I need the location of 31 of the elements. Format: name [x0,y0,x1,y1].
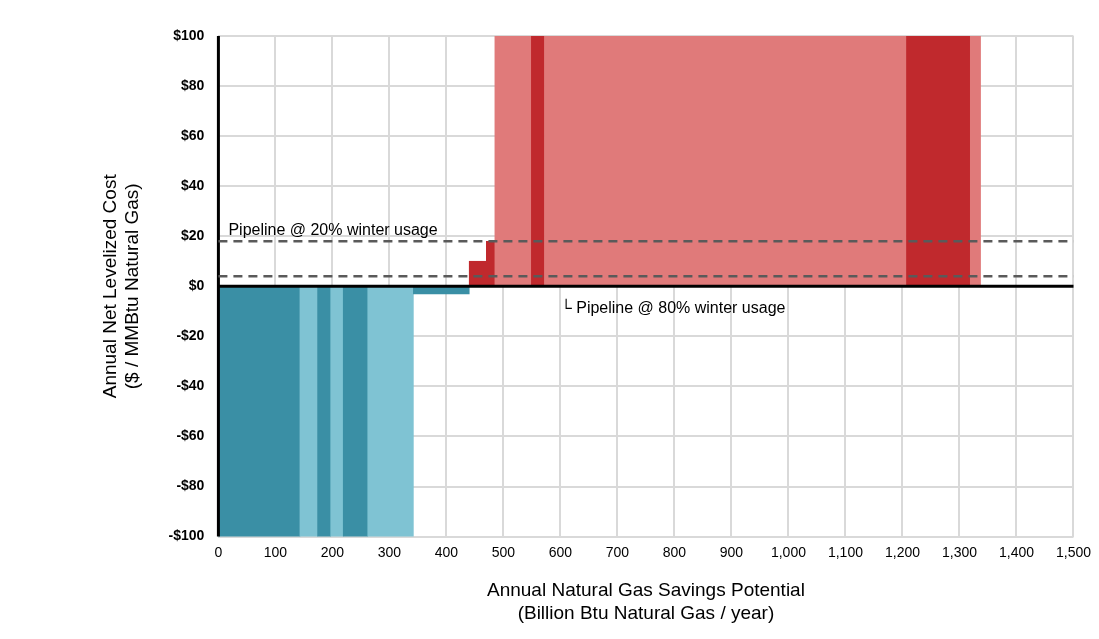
x-tick-label: 900 [719,543,744,560]
x-tick-label: 1,200 [884,543,921,560]
x-tick-label: 1,500 [1055,543,1092,560]
x-tick-label: 0 [214,543,223,560]
y-tick-label: $40 [181,177,205,194]
x-tick-label: 400 [434,543,459,560]
x-tick-label: 800 [662,543,687,560]
x-tick-label: 1,300 [941,543,978,560]
x-tick-label: 300 [377,543,402,560]
y-axis-title: Annual Net Levelized Cost ($ / MMBtu Natural Gas) [98,173,143,399]
y-tick-label: -$100 [168,527,205,544]
ref-line-label: └ Pipeline @ 80% winter usage [560,297,786,316]
y-tick-label: $60 [181,126,205,143]
y-tick-label: -$60 [176,427,205,444]
x-tick-label: 200 [320,543,345,560]
y-tick-label: $0 [188,277,205,294]
y-tick-label: -$40 [176,377,205,394]
x-tick-label: 700 [605,543,630,560]
y-tick-label: $20 [181,227,205,244]
x-axis-title: Annual Natural Gas Savings Potential (Billion Btu Natural Gas / year) [486,579,805,623]
x-tick-label: 1,100 [827,543,864,560]
y-tick-label: -$20 [176,327,205,344]
y-tick-label: $100 [173,26,205,43]
x-tick-label: 500 [491,543,516,560]
ref-line-label: Pipeline @ 20% winter usage [228,220,438,238]
x-tick-label: 600 [548,543,573,560]
x-tick-label: 1,000 [770,543,807,560]
x-tick-label: 100 [263,543,288,560]
y-tick-label: -$80 [176,477,205,494]
x-tick-label: 1,400 [998,543,1035,560]
y-tick-label: $80 [181,76,205,93]
